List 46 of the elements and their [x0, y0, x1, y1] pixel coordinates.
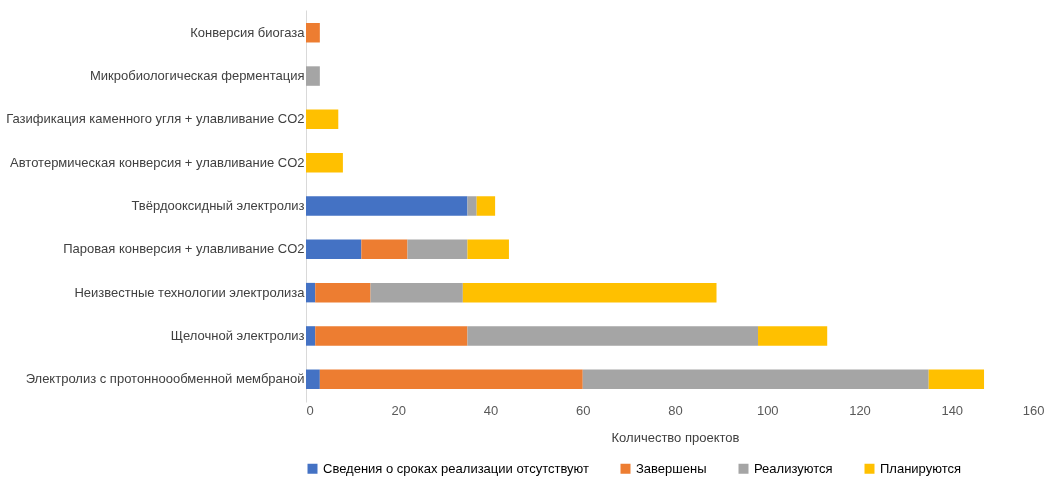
- bar: [462, 282, 717, 303]
- legend-label: Реализуются: [754, 460, 833, 476]
- legend-label: Завершены: [636, 460, 707, 476]
- y-tick-label: Газификация каменного угля + улавливание CO2: [6, 111, 305, 127]
- bar: [370, 282, 463, 303]
- x-tick-label: 160: [1022, 402, 1045, 418]
- bar: [306, 239, 362, 260]
- bar: [928, 369, 985, 390]
- x-tick-label: 100: [756, 402, 779, 418]
- y-tick-label: Щелочной электролиз: [170, 327, 305, 343]
- bar: [467, 196, 477, 216]
- bar: [306, 196, 468, 216]
- x-tick-label: 80: [668, 402, 683, 418]
- bar: [582, 369, 929, 390]
- bar: [306, 109, 339, 130]
- y-tick-label: Конверсия биогаза: [190, 24, 306, 40]
- x-axis-title: Количество проектов: [611, 429, 740, 445]
- x-tick-label: 20: [391, 402, 406, 418]
- x-tick-label: 40: [483, 402, 499, 418]
- bar: [306, 22, 320, 43]
- bar: [758, 326, 828, 346]
- bar: [407, 239, 468, 260]
- y-tick-label: Твёрдооксидный электролиз: [131, 198, 305, 213]
- bar: [319, 369, 583, 390]
- bar: [467, 326, 759, 346]
- bar: [467, 239, 509, 260]
- bar: [306, 152, 343, 173]
- y-tick-label: Неизвестные технологии электролиза: [74, 284, 306, 300]
- legend-label: Планируются: [880, 460, 961, 476]
- y-tick-label: Электролиз с протонноообменной мембраной: [25, 371, 305, 387]
- legend-label: Сведения о сроках реализации отсутствуют: [323, 460, 590, 476]
- bar: [306, 282, 316, 303]
- bar: [306, 369, 320, 390]
- bar: [476, 196, 496, 216]
- x-tick-label: 60: [576, 402, 591, 418]
- bar: [315, 326, 468, 346]
- x-tick-label: 140: [941, 402, 964, 418]
- y-tick-label: Автотермическая конверсия + улавливание CO2: [10, 154, 305, 170]
- y-tick-label: Микробиологическая ферментация: [90, 68, 305, 84]
- bar: [306, 66, 320, 86]
- y-tick-label: Паровая конверсия + улавливание CO2: [63, 241, 305, 257]
- bar: [306, 326, 316, 346]
- x-tick-label: 0: [306, 402, 314, 418]
- x-tick-label: 120: [849, 402, 871, 418]
- bar: [315, 282, 371, 303]
- bar: [361, 239, 408, 260]
